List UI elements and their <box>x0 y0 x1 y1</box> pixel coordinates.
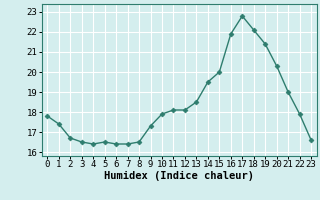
X-axis label: Humidex (Indice chaleur): Humidex (Indice chaleur) <box>104 171 254 181</box>
